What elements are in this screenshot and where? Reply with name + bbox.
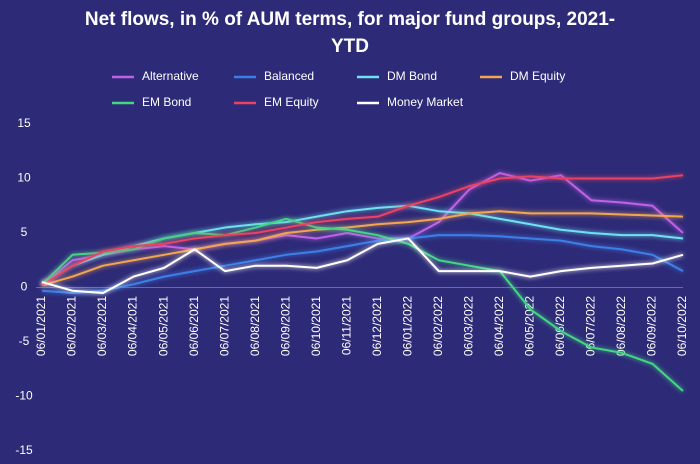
- x-tick-label: 06/04/2022: [492, 296, 506, 356]
- legend-label: EM Bond: [142, 95, 191, 109]
- x-tick-label: 06/07/2022: [584, 296, 598, 356]
- x-tick-label: 06/06/2022: [553, 296, 567, 356]
- x-tick-label: 06/06/2021: [187, 296, 201, 356]
- y-tick-label: -15: [15, 443, 33, 457]
- legend-label: Money Market: [387, 95, 464, 109]
- chart-title: Net flows, in % of AUM terms, for major …: [84, 9, 616, 57]
- x-tick-label: 06/12/2021: [370, 296, 384, 356]
- x-tick-label: 06/08/2021: [248, 296, 262, 356]
- x-tick-label: 06/03/2022: [462, 296, 476, 356]
- x-tick-label: 06/03/2021: [95, 296, 109, 356]
- y-tick-label: 10: [17, 171, 31, 185]
- x-tick-label: 06/10/2022: [675, 296, 689, 356]
- series-line: [41, 204, 684, 286]
- y-tick-label: -5: [19, 334, 30, 348]
- x-tick-label: 06/01/2021: [34, 296, 48, 356]
- series-line: [41, 217, 684, 392]
- x-tick-label: 06/01/2022: [400, 296, 414, 356]
- x-tick-label: 06/04/2021: [126, 296, 140, 356]
- x-tick-label: 06/05/2021: [156, 296, 170, 356]
- y-tick-label: 5: [21, 225, 28, 239]
- series-line: [41, 234, 684, 294]
- x-tick-label: 06/07/2021: [217, 296, 231, 356]
- series-line: [41, 172, 684, 286]
- x-tick-label: 06/10/2021: [309, 296, 323, 356]
- y-tick-label: 0: [21, 280, 28, 294]
- x-tick-label: 06/05/2022: [523, 296, 537, 356]
- legend-label: Balanced: [264, 69, 314, 83]
- x-tick-label: 06/02/2022: [431, 296, 445, 356]
- y-tick-label: 15: [17, 116, 31, 130]
- x-tick-label: 06/09/2022: [645, 296, 659, 356]
- series-line: [41, 210, 684, 287]
- x-tick-label: 06/08/2022: [614, 296, 628, 356]
- legend-label: DM Bond: [387, 69, 437, 83]
- series-line: [41, 174, 684, 287]
- x-tick-label: 06/09/2021: [278, 296, 292, 356]
- y-tick-label: -10: [15, 389, 33, 403]
- x-tick-label: 06/02/2021: [65, 296, 79, 356]
- series-line: [41, 237, 684, 294]
- legend-label: EM Equity: [264, 95, 319, 109]
- legend-label: DM Equity: [510, 69, 565, 83]
- legend-label: Alternative: [142, 69, 199, 83]
- x-tick-label: 06/11/2021: [339, 296, 353, 355]
